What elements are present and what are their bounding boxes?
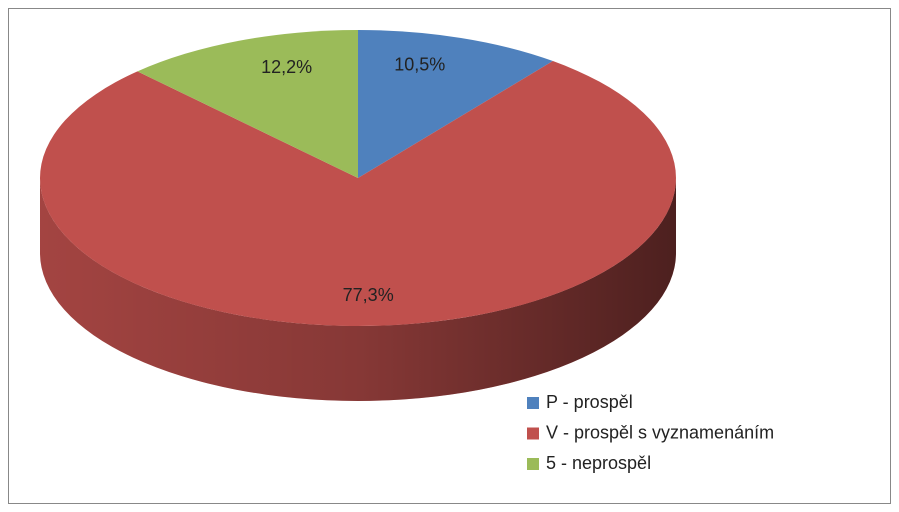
data-label: 12,2% <box>261 57 312 77</box>
slice <box>137 30 358 178</box>
legend-swatch <box>527 427 539 440</box>
pie-sides <box>40 178 676 401</box>
data-label: 10,5% <box>394 55 445 75</box>
legend-swatch <box>527 397 539 409</box>
labels: 10,5% 77,3% 12,2% <box>261 55 445 305</box>
legend-label: 5 - neprospěl <box>546 453 651 473</box>
slice <box>39 61 676 326</box>
legend-label: P - prospěl <box>546 392 633 412</box>
slice-side-shade <box>40 178 676 401</box>
pie-tops <box>39 30 676 326</box>
slice <box>358 30 553 178</box>
data-label: 77,3% <box>343 285 394 305</box>
legend-label: V - prospěl s vyznamenáním <box>546 422 774 442</box>
legend: P - prospěl V - prospěl s vyznamenáním 5 -… <box>527 392 774 473</box>
legend-swatch <box>527 458 539 470</box>
